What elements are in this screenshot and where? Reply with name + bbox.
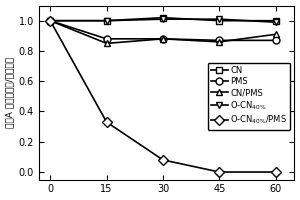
O-CN$_{40\%}$ — [48, 19, 52, 22]
O-CN$_{40\%}$/PMS — [161, 159, 165, 161]
O-CN$_{40\%}$ — [105, 19, 108, 22]
Line: PMS: PMS — [47, 17, 279, 44]
O-CN$_{40\%}$/PMS — [274, 171, 278, 173]
CN — [274, 19, 278, 22]
PMS — [218, 39, 221, 42]
Line: O-CN$_{40\%}$: O-CN$_{40\%}$ — [47, 16, 279, 26]
O-CN$_{40\%}$ — [274, 21, 278, 23]
Line: O-CN$_{40\%}$/PMS: O-CN$_{40\%}$/PMS — [47, 17, 279, 175]
CN — [105, 19, 108, 22]
PMS — [161, 38, 165, 40]
O-CN$_{40\%}$/PMS — [105, 121, 108, 123]
CN/PMS — [161, 38, 165, 40]
CN/PMS — [48, 19, 52, 22]
CN/PMS — [218, 41, 221, 43]
O-CN$_{40\%}$ — [161, 18, 165, 20]
Legend: CN, PMS, CN/PMS, O-CN$_{40\%}$, O-CN$_{40\%}$/PMS: CN, PMS, CN/PMS, O-CN$_{40\%}$, O-CN$_{4… — [208, 63, 290, 130]
Line: CN: CN — [47, 14, 279, 24]
Line: CN/PMS: CN/PMS — [47, 17, 279, 47]
CN/PMS — [105, 42, 108, 45]
CN/PMS — [274, 33, 278, 36]
O-CN$_{40\%}$/PMS — [218, 171, 221, 173]
CN — [218, 19, 221, 22]
O-CN$_{40\%}$/PMS — [48, 19, 52, 22]
PMS — [105, 38, 108, 40]
O-CN$_{40\%}$ — [218, 18, 221, 20]
PMS — [274, 39, 278, 42]
CN — [48, 19, 52, 22]
CN — [161, 16, 165, 19]
PMS — [48, 19, 52, 22]
Y-axis label: 双酚A 反应时浓度/初始浓度: 双酚A 反应时浓度/初始浓度 — [6, 57, 15, 128]
